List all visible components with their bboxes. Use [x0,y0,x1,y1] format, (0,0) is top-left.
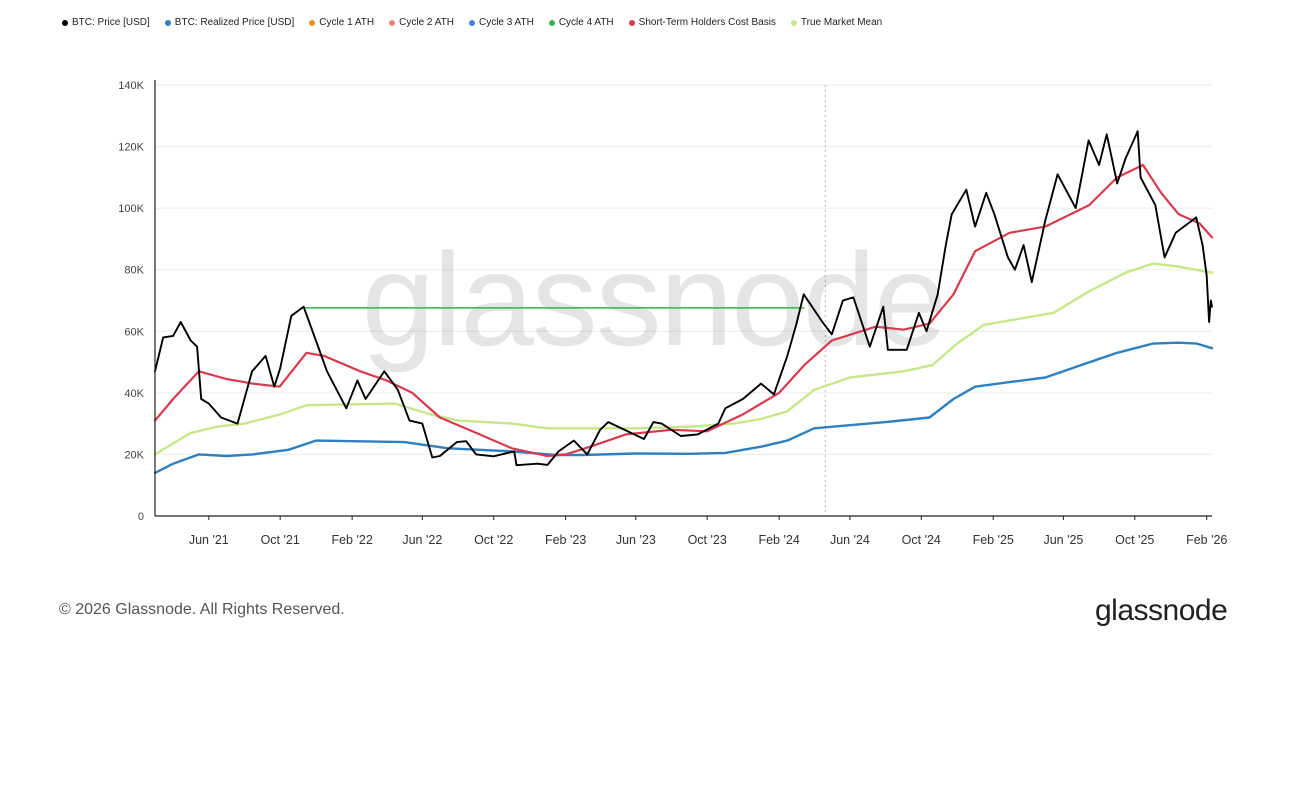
legend-label: Cycle 2 ATH [399,17,454,28]
legend-marker [790,19,797,26]
legend-item[interactable]: True Market Mean [790,17,883,28]
legend-item[interactable]: BTC: Realized Price [USD] [164,17,295,28]
chart-legend: BTC: Price [USD] BTC: Realized Price [USD… [62,17,882,28]
chart-watermark: glassnode [362,226,946,373]
x-tick-label: Oct '25 [1115,533,1154,547]
y-tick-label: 140K [118,80,144,92]
legend-label: Cycle 1 ATH [319,17,375,28]
y-tick-label: 60K [124,326,144,338]
brand-logo: glassnode [1095,594,1228,627]
x-tick-label: Feb '25 [973,533,1014,547]
legend-item[interactable]: Cycle 4 ATH [548,17,614,28]
x-tick-label: Oct '23 [688,533,727,547]
legend-item[interactable]: Short-Term Holders Cost Basis [628,17,776,28]
x-tick-label: Feb '24 [758,533,799,547]
x-tick-label: Oct '22 [474,533,513,547]
legend-item[interactable]: Cycle 1 ATH [309,17,374,28]
legend-label: BTC: Realized Price [USD] [174,17,295,28]
x-tick-label: Oct '21 [261,533,300,547]
price-line [154,130,1213,467]
y-tick-label: 20K [124,449,144,461]
legend-marker [164,19,171,26]
legend-marker [628,19,635,26]
x-tick-label: Feb '26 [1186,533,1227,547]
legend-item[interactable]: Cycle 3 ATH [468,17,534,28]
legend-item[interactable]: BTC: Price [USD] [62,17,150,28]
legend-marker [548,19,555,26]
sth-cost-basis-line [153,163,1214,458]
legend-marker [389,19,396,26]
legend-label: Cycle 4 ATH [558,17,614,28]
y-tick-label: 120K [118,142,144,154]
legend-marker [309,19,316,26]
y-tick-label: 100K [118,203,144,215]
legend-label: True Market Mean [800,17,883,28]
legend-label: BTC: Price [USD] [72,17,150,28]
legend-label: Cycle 3 ATH [478,17,534,28]
x-tick-label: Feb '23 [545,533,586,547]
copyright-text: © 2026 Glassnode. All Rights Reserved. [59,601,345,618]
y-tick-label: 80K [124,265,144,277]
x-tick-label: Jun '25 [1043,533,1083,547]
legend-label: Short-Term Holders Cost Basis [638,17,776,28]
legend-item[interactable]: Cycle 2 ATH [389,17,454,28]
true-market-mean-line [153,262,1214,456]
x-tick-label: Oct '24 [902,533,941,547]
legend-marker [62,19,68,26]
x-tick-label: Feb '22 [331,533,372,547]
x-tick-label: Jun '21 [189,533,229,547]
x-tick-label: Jun '24 [830,533,870,547]
legend-marker [468,19,475,26]
realized-price-line [153,341,1214,475]
x-tick-label: Jun '22 [402,533,442,547]
y-tick-label: 40K [124,388,144,400]
x-tick-label: Jun '23 [616,533,656,547]
y-tick-label: 0 [138,511,144,523]
